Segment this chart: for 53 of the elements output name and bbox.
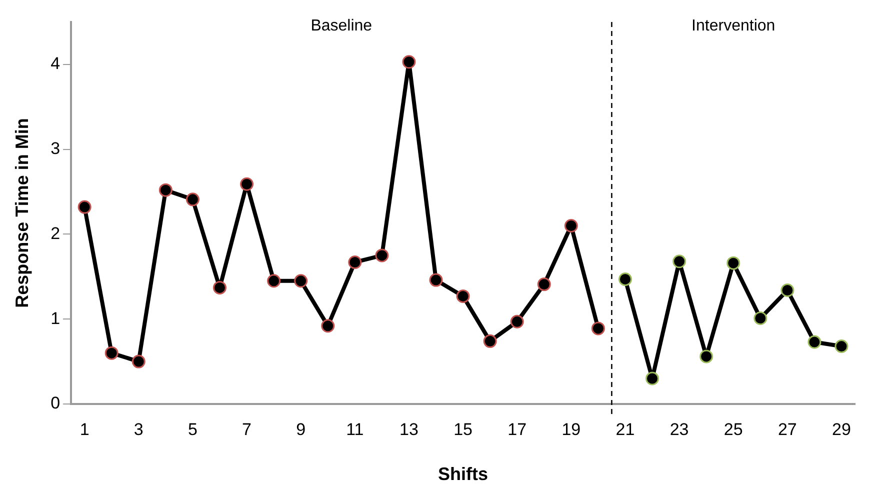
point bbox=[402, 55, 416, 69]
x-tick-label: 29 bbox=[832, 420, 851, 439]
point bbox=[834, 340, 848, 354]
point bbox=[726, 256, 740, 270]
point bbox=[510, 314, 524, 328]
point bbox=[483, 334, 497, 348]
y-axis-title: Response Time in Min bbox=[12, 118, 32, 308]
point bbox=[537, 278, 551, 292]
x-tick-label: 27 bbox=[778, 420, 797, 439]
x-tick-label: 7 bbox=[242, 420, 252, 439]
point bbox=[212, 280, 226, 294]
x-tick-label: 11 bbox=[346, 420, 364, 439]
annotation: Baseline bbox=[310, 17, 372, 34]
x-tick-label: 19 bbox=[562, 420, 581, 439]
x-tick-label: 5 bbox=[188, 420, 198, 439]
point bbox=[78, 200, 92, 214]
point bbox=[456, 289, 470, 303]
x-tick-label: 1 bbox=[80, 420, 90, 439]
point bbox=[672, 254, 686, 268]
y-tick-label: 4 bbox=[50, 54, 60, 74]
point bbox=[104, 346, 118, 360]
x-tick-label: 9 bbox=[296, 420, 306, 439]
point bbox=[158, 183, 172, 197]
point bbox=[780, 284, 794, 297]
point bbox=[808, 335, 822, 349]
x-tick-label: 15 bbox=[454, 420, 472, 439]
y-tick-label: 3 bbox=[50, 139, 60, 158]
point bbox=[267, 274, 281, 288]
y-tick-label: 1 bbox=[50, 308, 60, 328]
point bbox=[240, 177, 254, 191]
x-tick-label: 25 bbox=[724, 420, 743, 439]
x-tick-label: 23 bbox=[670, 420, 689, 439]
point bbox=[375, 248, 389, 262]
point bbox=[429, 273, 443, 287]
point bbox=[321, 319, 335, 333]
point bbox=[132, 354, 146, 368]
y-tick-label: 0 bbox=[50, 394, 60, 413]
point bbox=[700, 350, 714, 364]
point bbox=[646, 372, 660, 386]
y-tick-label: 2 bbox=[50, 224, 60, 243]
point bbox=[564, 218, 578, 232]
x-axis-title: Shifts bbox=[438, 464, 488, 484]
point bbox=[754, 312, 768, 326]
point bbox=[186, 192, 200, 206]
point bbox=[618, 272, 632, 286]
point bbox=[294, 274, 308, 288]
x-tick-label: 17 bbox=[508, 420, 527, 439]
x-tick-label: 13 bbox=[400, 420, 418, 439]
point bbox=[591, 322, 605, 336]
x-tick-label: 3 bbox=[134, 420, 144, 439]
point bbox=[348, 255, 362, 269]
x-tick-label: 21 bbox=[616, 420, 635, 439]
annotation: Intervention bbox=[692, 17, 776, 34]
